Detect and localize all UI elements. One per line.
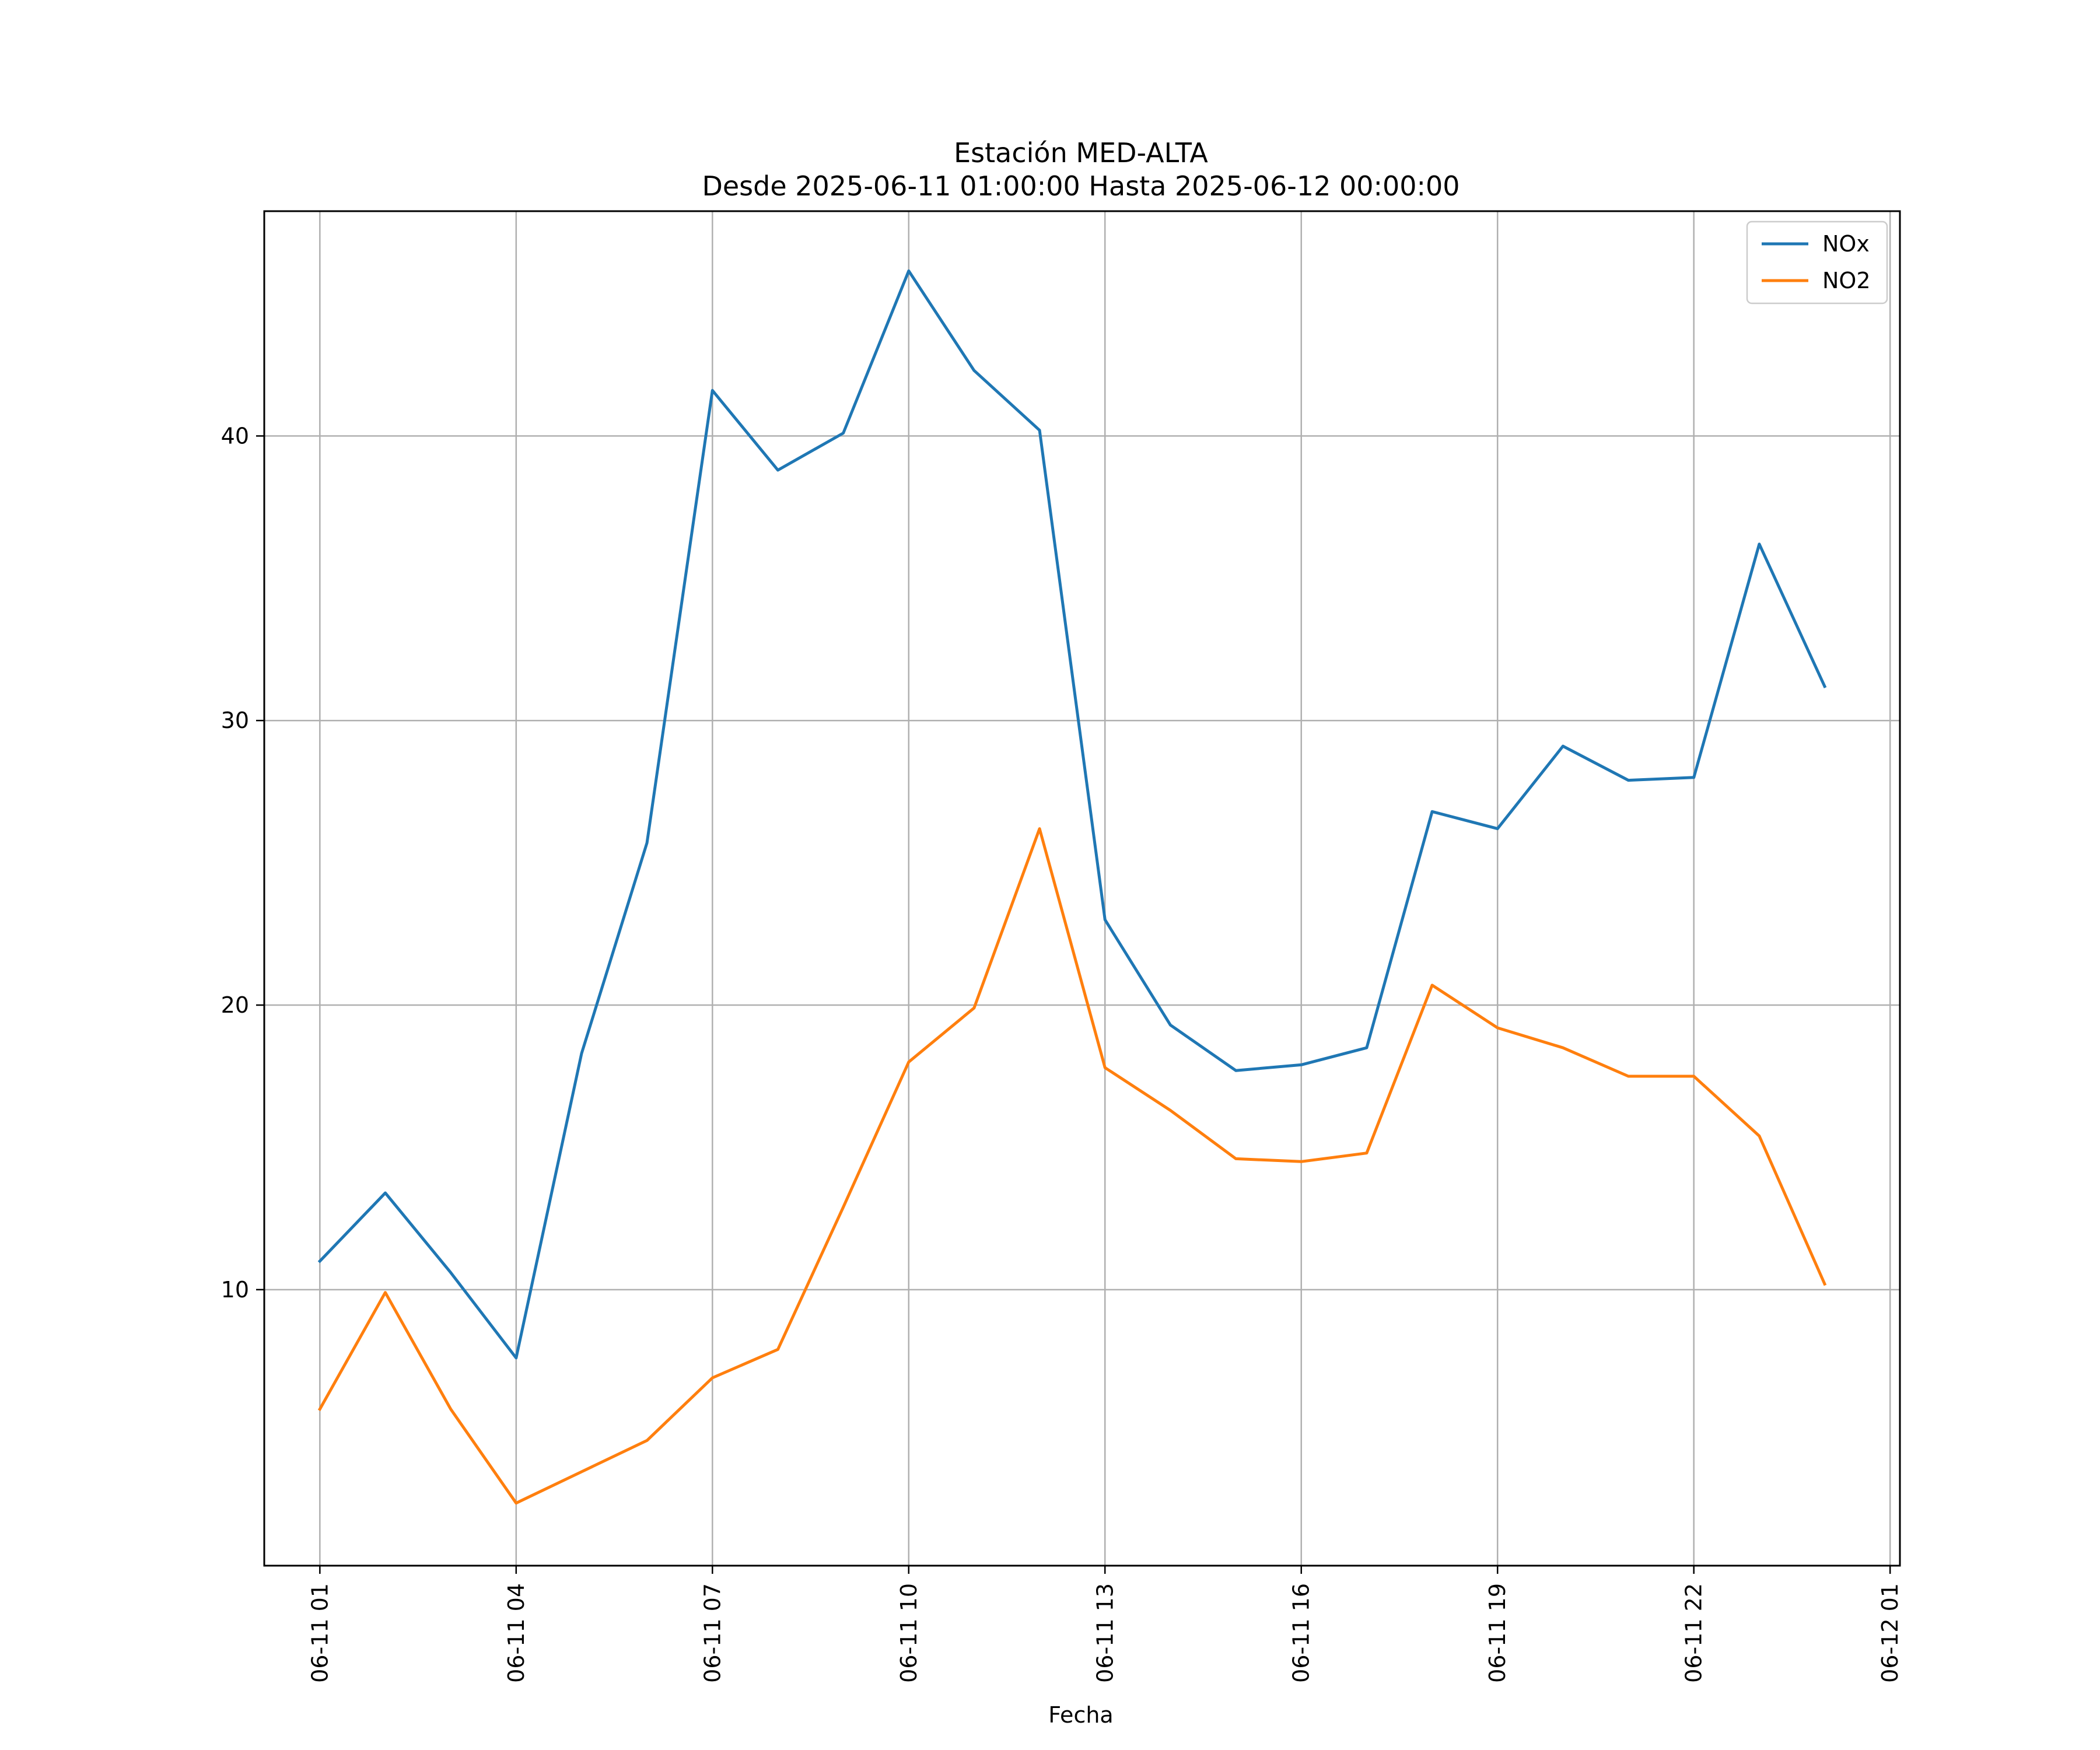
legend-label-nox: NOx	[1822, 231, 1870, 257]
x-tick-label: 06-11 07	[699, 1583, 725, 1683]
grid-lines	[264, 211, 1900, 1566]
x-tick-label: 06-11 13	[1092, 1583, 1118, 1683]
x-tick-label: 06-11 19	[1485, 1583, 1510, 1683]
y-tick-label: 20	[221, 992, 249, 1018]
y-tick-label: 40	[221, 423, 249, 449]
plot-frame	[263, 210, 1901, 1567]
legend-box	[1746, 220, 1888, 304]
series-line-nox	[317, 269, 1827, 1360]
x-axis: 06-11 01 06-11 04 06-11 07 06-11 10 06-11 13…	[307, 1566, 1903, 1683]
series-line-no2	[317, 827, 1827, 1505]
x-tick-label: 06-11 04	[503, 1583, 529, 1683]
y-axis: 10 20 30 40	[221, 423, 264, 1303]
chart-subtitle: Desde 2025-06-11 01:00:00 Hasta 2025-06-…	[702, 170, 1460, 202]
y-tick-label: 10	[221, 1277, 249, 1303]
x-tick-label: 06-11 22	[1681, 1583, 1707, 1683]
x-tick-label: 06-11 01	[307, 1583, 332, 1683]
legend: NOx NO2	[1746, 220, 1888, 304]
y-tick-label: 30	[221, 708, 249, 733]
chart-title: Estación MED-ALTA	[954, 137, 1208, 169]
legend-label-no2: NO2	[1822, 268, 1871, 293]
x-tick-label: 06-12 01	[1877, 1583, 1903, 1683]
x-tick-label: 06-11 16	[1289, 1583, 1314, 1683]
x-axis-label: Fecha	[1048, 1702, 1113, 1728]
series-lines	[317, 269, 1827, 1505]
x-tick-label: 06-11 10	[896, 1583, 922, 1683]
